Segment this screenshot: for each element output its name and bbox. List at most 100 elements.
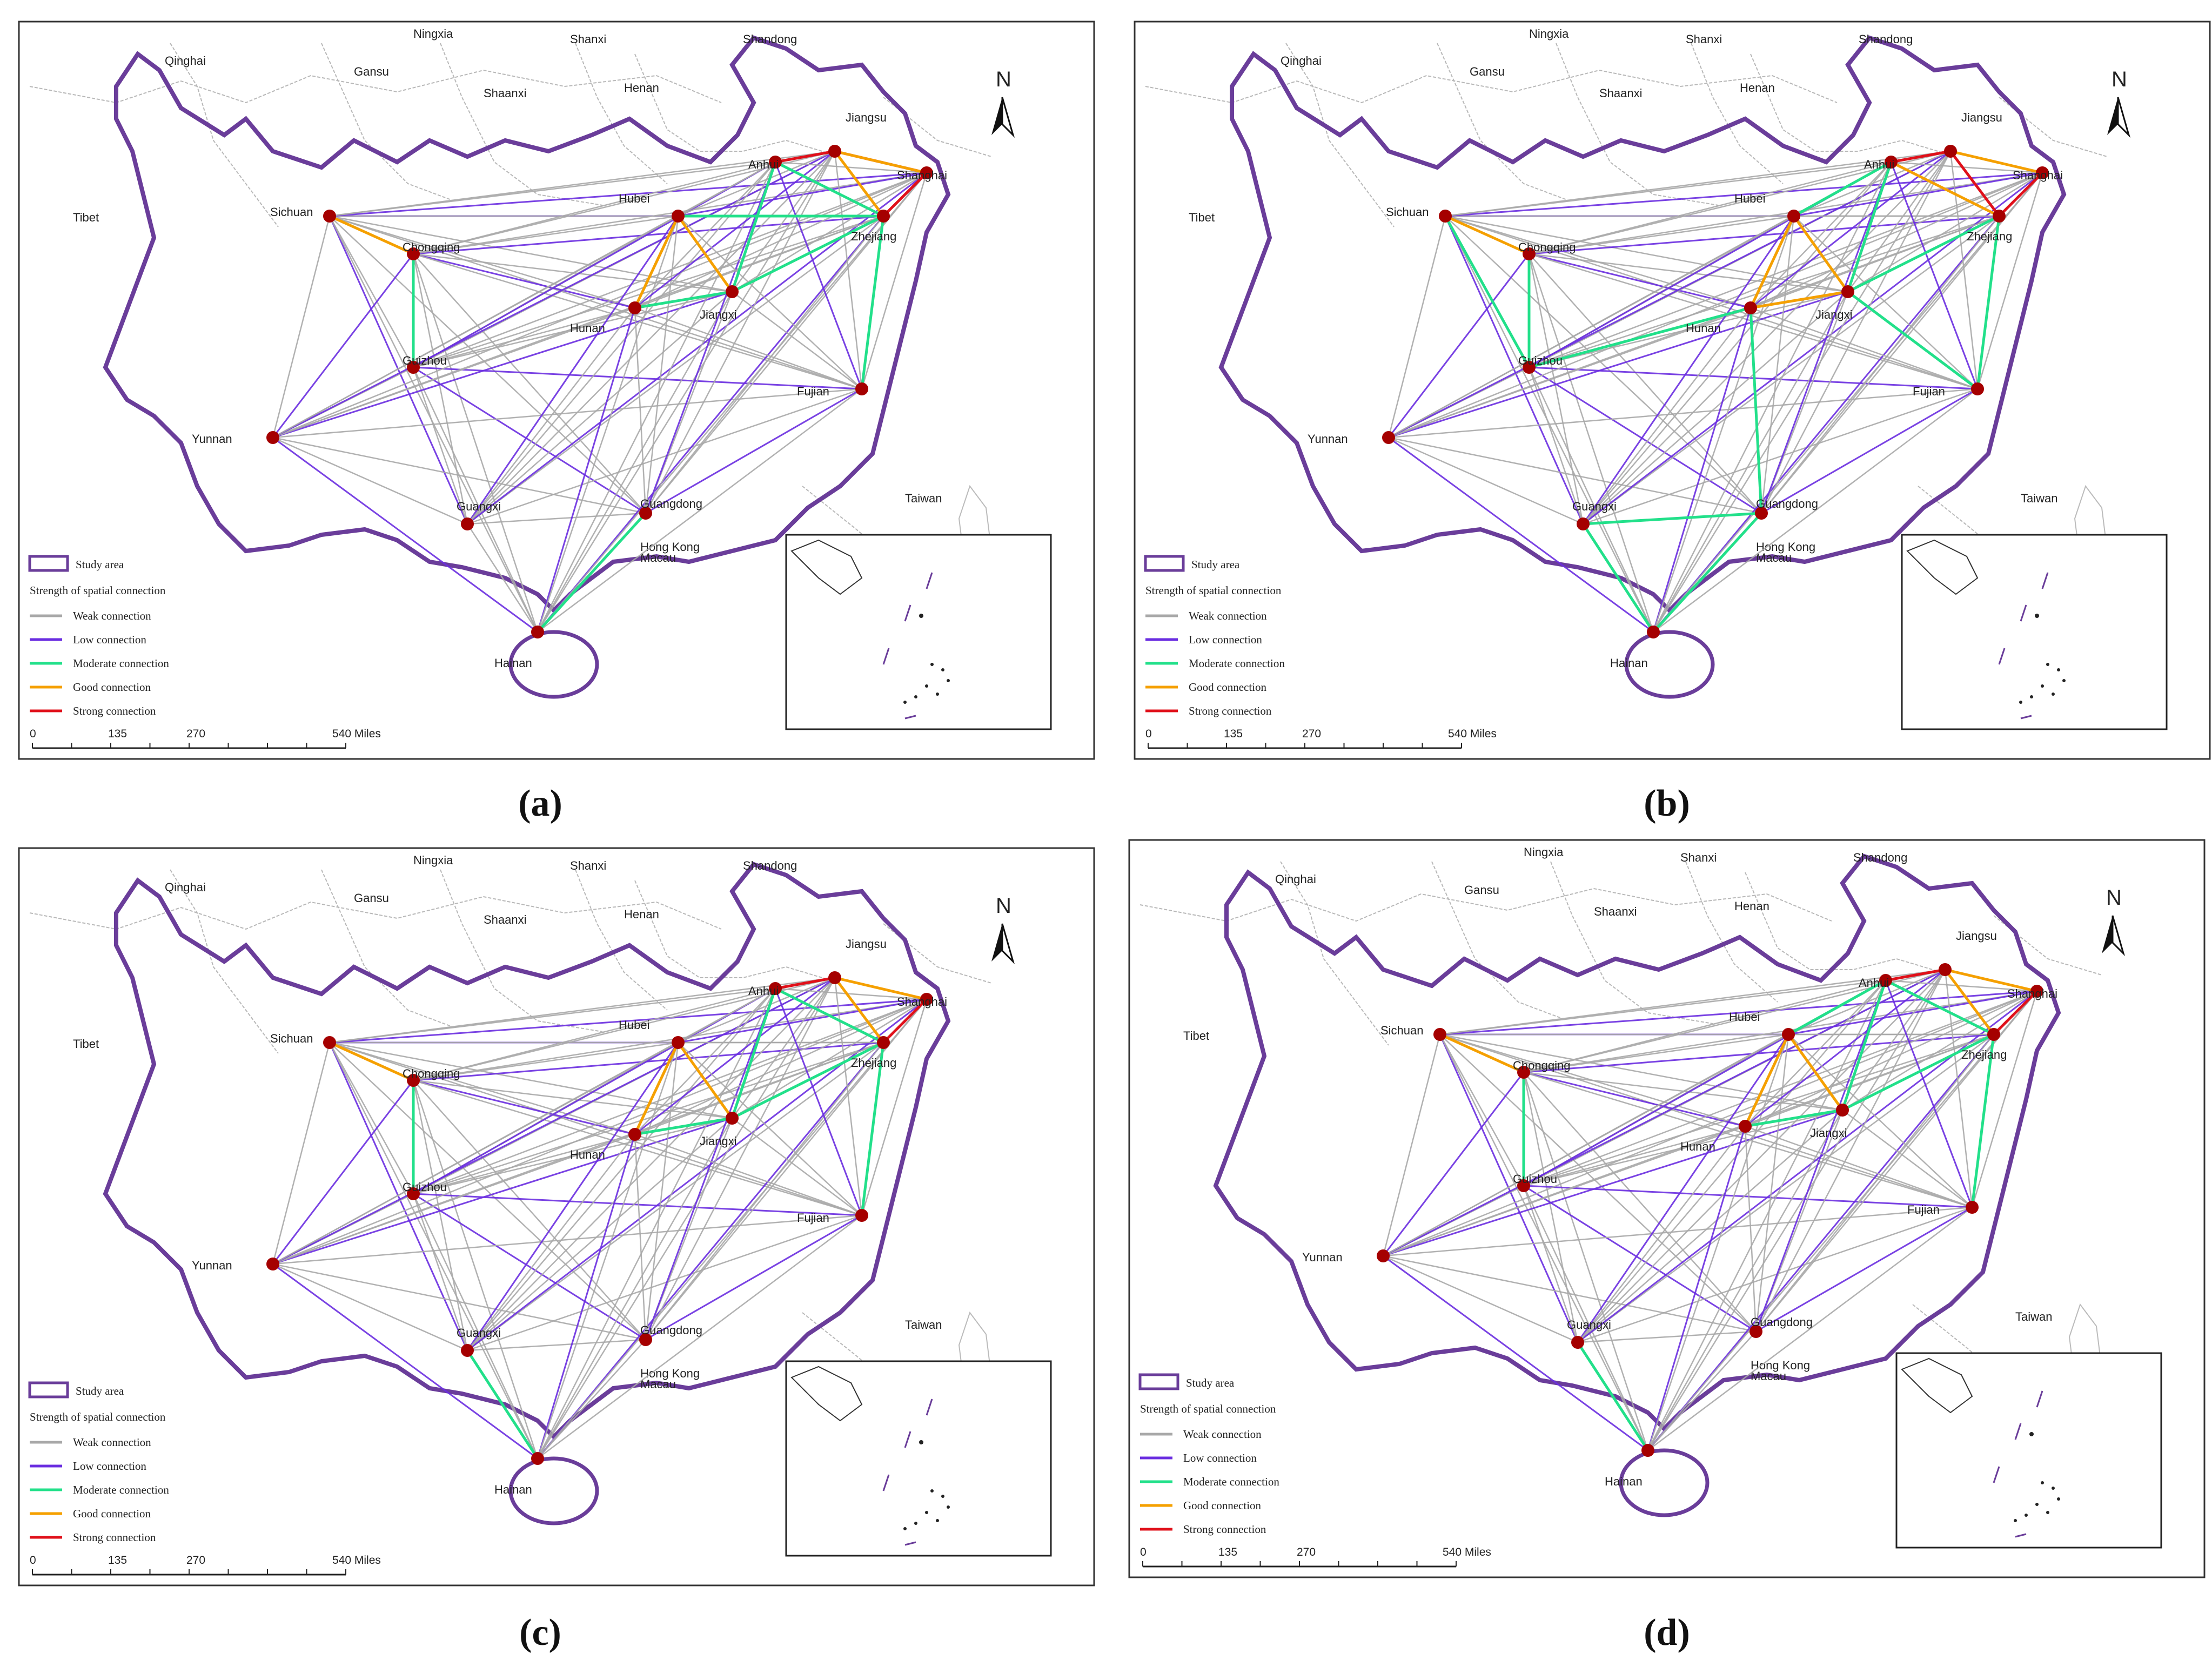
scale-label-3: 540 Miles bbox=[1448, 728, 1497, 740]
connection-guangdong-hunan bbox=[634, 307, 647, 514]
connection-shanghai-zhejiang-strong bbox=[882, 172, 928, 217]
connection-guangxi-guangdong bbox=[1577, 1330, 1757, 1343]
node-label-jiangxi: Jiangxi bbox=[1815, 308, 1852, 321]
node-label-fujian: Fujian bbox=[1907, 1203, 1940, 1216]
connection-hainan-anhui bbox=[1647, 980, 1887, 1451]
scale-label-0: 0 bbox=[1145, 728, 1152, 740]
node-jiangxi bbox=[1836, 1104, 1849, 1117]
connection-yunnan-guangxi bbox=[272, 436, 468, 525]
connection-yunnan-fujian bbox=[272, 388, 862, 439]
region-label-qinghai: Qinghai bbox=[165, 54, 206, 68]
node-label-hubei: Hubei bbox=[1729, 1010, 1760, 1024]
legend-title: Strength of spatial connection bbox=[1145, 584, 1282, 597]
connection-hubei-jiangsu bbox=[678, 150, 835, 217]
connection-guangxi-jiangxi bbox=[467, 291, 733, 525]
connection-jiangxi-zhejiang-moderate bbox=[1847, 214, 2000, 293]
connection-hainan-zhejiang bbox=[537, 216, 884, 633]
connection-hunan-zhejiang bbox=[1745, 1033, 1994, 1127]
connection-hainan-guangdong bbox=[537, 1339, 646, 1459]
connection-guizhou-guangdong bbox=[1523, 1185, 1757, 1333]
node-label-jiangsu: Jiangsu bbox=[1956, 929, 1997, 943]
connection-anhui-zhejiang-good bbox=[1890, 160, 2000, 218]
node-guizhou bbox=[407, 1187, 420, 1200]
node-label-anhui: Anhui bbox=[1864, 158, 1894, 171]
node-label-fujian: Fujian bbox=[1913, 385, 1945, 398]
node-zhejiang bbox=[877, 1036, 890, 1049]
connection-chongqing-hunan bbox=[1523, 1071, 1746, 1127]
connection-guangxi-hunan bbox=[1583, 307, 1751, 525]
node-label-yunnan: Yunnan bbox=[1302, 1251, 1343, 1264]
connection-hainan-jiangxi bbox=[537, 291, 733, 633]
connection-hainan-zhejiang bbox=[1647, 1034, 1995, 1451]
node-chongqing bbox=[407, 247, 420, 260]
scale-label-1: 135 bbox=[1224, 728, 1243, 740]
connection-guangdong-hubei bbox=[1755, 1034, 1789, 1332]
connection-guizhou-hainan bbox=[1523, 1185, 1649, 1451]
node-shanghai bbox=[920, 993, 933, 1006]
connection-jiangxi-jiangsu bbox=[731, 151, 836, 292]
node-jiangxi bbox=[726, 1112, 739, 1125]
connection-sichuan-yunnan bbox=[272, 1042, 331, 1265]
connection-fujian-zhejiang-moderate bbox=[860, 1042, 885, 1216]
connection-jiangxi-shanghai bbox=[1842, 990, 2037, 1111]
connection-hainan-zhejiang bbox=[1652, 216, 2000, 633]
connection-guangxi-guangdong-moderate bbox=[1583, 512, 1762, 526]
legend-label-2: Moderate connection bbox=[73, 657, 169, 670]
node-yunnan bbox=[266, 431, 279, 444]
node-anhui bbox=[1879, 974, 1892, 987]
node-label-hubei: Hubei bbox=[1734, 192, 1765, 205]
node-guangxi bbox=[461, 517, 474, 530]
connection-chongqing-anhui bbox=[413, 161, 776, 255]
node-label-hubei: Hubei bbox=[619, 1018, 649, 1032]
node-guangxi bbox=[1577, 517, 1590, 530]
node-label-sichuan: Sichuan bbox=[1380, 1024, 1424, 1037]
node-jiangsu bbox=[1939, 963, 1952, 976]
connection-guangdong-hubei bbox=[645, 216, 679, 514]
connection-jiangxi-fujian bbox=[1842, 1110, 1973, 1208]
connection-chongqing-hunan bbox=[1529, 253, 1751, 309]
connection-hubei-jiangxi-good bbox=[1792, 215, 1849, 293]
connection-shanghai-zhejiang-strong bbox=[882, 998, 928, 1044]
node-jiangxi bbox=[726, 285, 739, 298]
connection-chongqing-guangxi bbox=[412, 253, 468, 525]
node-hunan bbox=[1744, 301, 1757, 314]
connection-jiangxi-zhejiang-moderate bbox=[1841, 1033, 1995, 1112]
connection-hubei-jiangxi-good bbox=[676, 1041, 734, 1119]
connection-fujian-anhui bbox=[774, 988, 863, 1216]
connection-hubei-jiangsu bbox=[678, 977, 835, 1044]
connection-guangdong-hainan-moderate bbox=[537, 512, 647, 633]
node-label-hunan: Hunan bbox=[1680, 1140, 1715, 1153]
node-yunnan bbox=[1382, 431, 1395, 444]
connection-hunan-jiangxi-moderate bbox=[634, 290, 733, 310]
connection-guangdong-hunan bbox=[1744, 1126, 1757, 1332]
legend-label-2: Moderate connection bbox=[73, 1483, 169, 1496]
node-jiangsu bbox=[1944, 145, 1957, 158]
connection-guangxi-hubei bbox=[466, 216, 679, 525]
scale-label-0: 0 bbox=[1140, 1546, 1147, 1558]
connection-shanghai-anhui bbox=[775, 987, 927, 1000]
region-label-tibet: Tibet bbox=[73, 211, 99, 224]
node-label-zhejiang: Zhejiang bbox=[1967, 230, 2012, 243]
node-guangdong bbox=[639, 1333, 652, 1346]
node-hubei bbox=[1787, 210, 1800, 223]
node-shanghai bbox=[2030, 985, 2043, 998]
connection-guangdong-shanghai bbox=[645, 999, 927, 1340]
connection-hainan-jiangxi bbox=[537, 1118, 733, 1459]
connection-chongqing-guangxi bbox=[412, 1080, 468, 1351]
connection-yunnan-jiangsu bbox=[1388, 150, 1951, 439]
connection-hubei-hunan-good bbox=[1744, 1033, 1790, 1127]
connection-sichuan-chongqing-good bbox=[329, 214, 414, 256]
legend-study-area-swatch bbox=[28, 555, 69, 572]
region-label-shandong: Shandong bbox=[743, 32, 797, 46]
connection-yunnan-jiangsu bbox=[1383, 969, 1946, 1257]
connection-chongqing-guangdong bbox=[413, 1080, 646, 1340]
node-fujian bbox=[855, 382, 868, 395]
node-label-guangxi: Guangxi bbox=[457, 1326, 501, 1340]
connection-hainan-hunan bbox=[537, 1134, 636, 1459]
connection-hunan-guangdong-moderate bbox=[1749, 307, 1763, 514]
node-label-jiangxi: Jiangxi bbox=[700, 308, 736, 321]
connection-hunan-shanghai bbox=[1745, 990, 2037, 1127]
connection-yunnan-fujian bbox=[272, 1214, 862, 1265]
node-hubei bbox=[672, 1036, 685, 1049]
node-label-zhejiang: Zhejiang bbox=[851, 1056, 896, 1070]
